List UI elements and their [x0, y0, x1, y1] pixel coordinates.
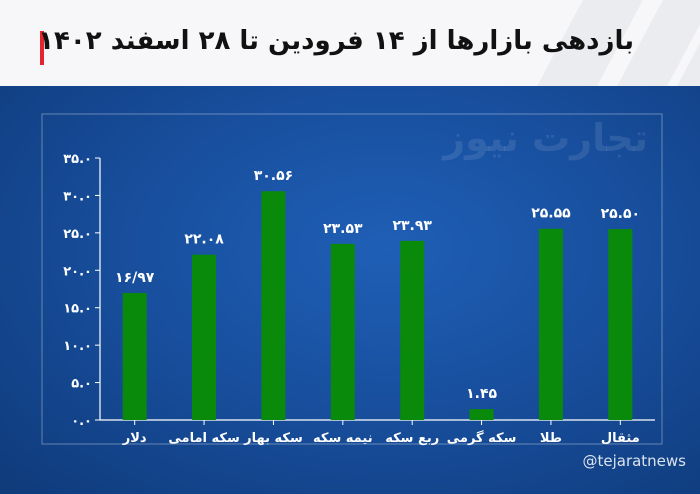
bar: [538, 228, 563, 420]
y-tick-label: ۳۰.۰: [63, 189, 92, 204]
social-handle: @tejaratnews: [582, 452, 686, 470]
y-tick-label: ۰.۰: [71, 414, 92, 429]
bar-value-label: ۲۳.۵۳: [323, 221, 363, 237]
y-tick-label: ۲۰.۰: [63, 264, 92, 279]
x-tick-label: نیمه سکه: [313, 431, 373, 446]
bar: [400, 240, 425, 420]
bar: [469, 409, 494, 420]
bar: [192, 254, 217, 420]
x-tick-label: سکه بهار: [243, 431, 303, 446]
page-title: بازدهی بازارها از ۱۴ فرودین تا ۲۸ اسفند …: [38, 26, 634, 56]
bar-value-label: ۲۳.۹۳: [392, 218, 432, 234]
y-tick-label: ۵.۰: [71, 377, 92, 392]
bar: [608, 229, 633, 420]
plot-frame: [41, 113, 663, 445]
bar-value-label: ۳۰.۵۶: [254, 168, 294, 184]
x-tick-label: طلا: [540, 431, 562, 446]
title-accent-bar: [40, 31, 44, 65]
bar-value-label: ۲۵.۵۵: [531, 206, 571, 222]
bar-value-label: ۱۶/۹۷: [115, 270, 155, 286]
y-tick-label: ۲۵.۰: [63, 227, 92, 242]
x-tick-label: مثقال: [601, 431, 640, 446]
bar-value-label: ۲۵.۵۰: [601, 206, 641, 222]
bar-value-label: ۱.۴۵: [466, 386, 497, 402]
bar: [261, 191, 286, 420]
y-tick-label: ۳۵.۰: [63, 152, 92, 167]
x-tick-label: ربع سکه: [385, 431, 439, 446]
watermark-logo: تجارت نیوز: [443, 116, 648, 160]
y-tick-label: ۱۵.۰: [63, 302, 92, 317]
y-tick-label: ۱۰.۰: [63, 339, 92, 354]
bar-value-label: ۲۲.۰۸: [184, 232, 224, 248]
bar: [330, 243, 355, 420]
bar: [122, 292, 147, 420]
header: بازدهی بازارها از ۱۴ فرودین تا ۲۸ اسفند …: [0, 0, 700, 86]
x-tick-label: سکه گرمی: [447, 430, 517, 446]
x-tick-label: دلار: [122, 431, 147, 446]
x-tick-label: سکه امامی: [168, 431, 239, 446]
bar-chart: ۰.۰ ۵.۰ ۱۰.۰ ۱۵.۰ ۲۰.۰ ۲۵.۰ ۳۰.۰ ۳۵.۰ ۱۶/۹۷ دلار ۲…: [41, 113, 663, 446]
